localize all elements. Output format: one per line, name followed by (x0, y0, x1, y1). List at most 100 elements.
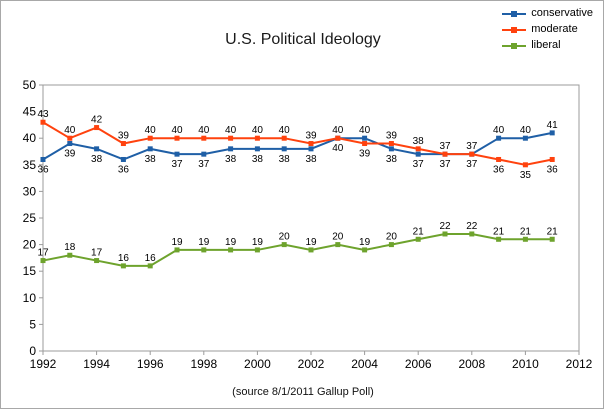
x-tick-label: 2012 (566, 357, 593, 371)
data-label-moderate: 40 (332, 125, 344, 136)
marker-liberal (442, 231, 448, 237)
marker-moderate (388, 141, 394, 147)
marker-conservative (120, 156, 126, 162)
y-tick-label: 20 (23, 238, 37, 252)
marker-liberal (94, 258, 100, 264)
data-label-conservative: 40 (359, 125, 371, 136)
data-label-liberal: 17 (91, 248, 103, 259)
marker-conservative (201, 151, 207, 157)
x-tick-label: 1996 (137, 357, 164, 371)
data-label-moderate: 40 (64, 125, 76, 136)
data-label-conservative: 38 (252, 154, 264, 165)
marker-moderate (120, 141, 126, 147)
data-label-conservative: 36 (37, 164, 49, 175)
data-label-conservative: 37 (198, 159, 210, 170)
data-label-conservative: 36 (118, 164, 130, 175)
marker-moderate (94, 125, 100, 131)
marker-liberal (201, 247, 207, 253)
data-label-liberal: 16 (145, 253, 157, 264)
data-label-conservative: 38 (225, 154, 237, 165)
data-label-conservative: 38 (279, 154, 291, 165)
legend-marker-conservative-icon (502, 9, 527, 18)
data-label-conservative: 38 (386, 154, 398, 165)
data-label-moderate: 37 (439, 141, 451, 152)
data-label-conservative: 38 (145, 154, 157, 165)
source-note: (source 8/1/2011 Gallup Poll) (232, 386, 374, 398)
x-tick-label: 1994 (83, 357, 110, 371)
marker-liberal (522, 236, 528, 242)
marker-conservative (67, 141, 73, 147)
data-label-liberal: 16 (118, 253, 130, 264)
marker-conservative (228, 146, 234, 152)
marker-conservative (388, 146, 394, 152)
data-label-liberal: 17 (37, 248, 49, 259)
marker-moderate (308, 141, 314, 147)
marker-conservative (94, 146, 100, 152)
data-label-conservative: 40 (332, 143, 344, 154)
marker-liberal (174, 247, 180, 253)
marker-conservative (308, 146, 314, 152)
data-label-conservative: 40 (520, 125, 532, 136)
marker-conservative (496, 135, 502, 141)
marker-conservative (40, 156, 46, 162)
marker-conservative (549, 130, 555, 136)
data-label-conservative: 37 (171, 159, 183, 170)
marker-conservative (362, 135, 368, 141)
data-label-conservative: 38 (91, 154, 103, 165)
data-label-conservative: 40 (493, 125, 505, 136)
data-label-conservative: 37 (439, 159, 451, 170)
marker-moderate (469, 151, 475, 157)
data-label-liberal: 22 (466, 221, 478, 232)
legend-label-liberal: liberal (531, 39, 561, 51)
y-tick-label: 45 (23, 105, 37, 119)
marker-conservative (415, 151, 421, 157)
x-tick-label: 2002 (298, 357, 325, 371)
data-label-moderate: 39 (305, 131, 317, 142)
x-tick-label: 1998 (190, 357, 217, 371)
y-tick-label: 35 (23, 158, 37, 172)
data-label-moderate: 37 (466, 141, 478, 152)
marker-moderate (362, 141, 368, 147)
data-label-liberal: 19 (198, 237, 210, 248)
y-tick-label: 5 (29, 317, 36, 331)
y-tick-label: 30 (23, 184, 37, 198)
y-tick-label: 25 (23, 211, 37, 225)
marker-moderate (228, 135, 234, 141)
marker-moderate (201, 135, 207, 141)
marker-conservative (174, 151, 180, 157)
data-label-liberal: 21 (493, 226, 505, 237)
x-tick-label: 2000 (244, 357, 271, 371)
data-label-moderate: 36 (493, 164, 505, 175)
legend-marker-moderate-icon (502, 25, 527, 34)
marker-liberal (415, 236, 421, 242)
marker-moderate (522, 162, 528, 168)
data-label-conservative: 41 (547, 120, 559, 131)
data-label-moderate: 40 (225, 125, 237, 136)
marker-conservative (147, 146, 153, 152)
marker-moderate (496, 156, 502, 162)
x-tick-label: 1992 (30, 357, 57, 371)
marker-moderate (281, 135, 287, 141)
legend-marker-liberal-icon (502, 41, 527, 50)
marker-liberal (120, 263, 126, 269)
data-label-liberal: 20 (332, 232, 344, 243)
data-label-liberal: 19 (305, 237, 317, 248)
marker-moderate (147, 135, 153, 141)
marker-liberal (228, 247, 234, 253)
marker-liberal (308, 247, 314, 253)
marker-moderate (174, 135, 180, 141)
marker-liberal (549, 236, 555, 242)
y-tick-label: 0 (29, 344, 36, 358)
data-label-moderate: 40 (171, 125, 183, 136)
marker-liberal (362, 247, 368, 253)
marker-liberal (147, 263, 153, 269)
data-label-liberal: 20 (386, 232, 398, 243)
x-tick-label: 2004 (351, 357, 378, 371)
marker-liberal (469, 231, 475, 237)
y-tick-label: 50 (23, 78, 37, 92)
marker-liberal (40, 258, 46, 264)
data-label-liberal: 19 (359, 237, 371, 248)
marker-liberal (496, 236, 502, 242)
marker-moderate (415, 146, 421, 152)
